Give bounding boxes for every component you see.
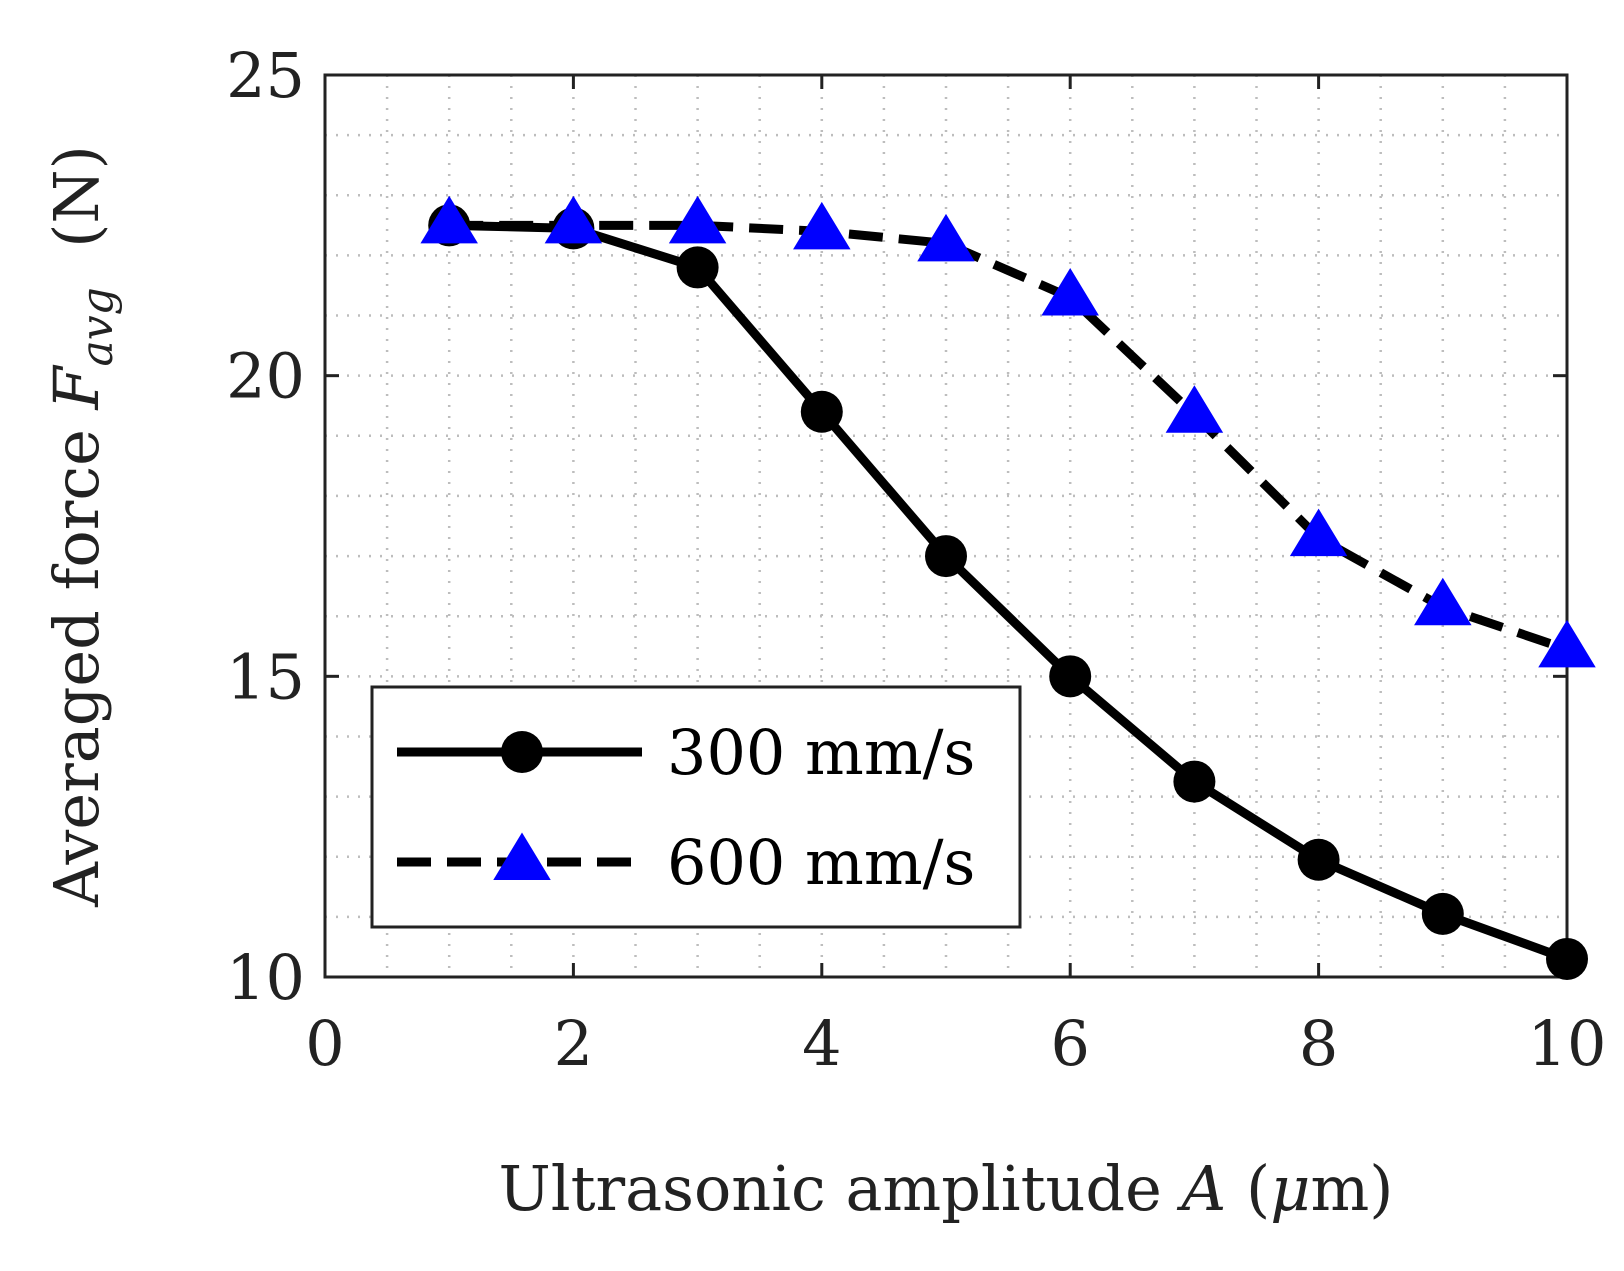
series [420, 195, 1596, 980]
marker-triangle [420, 195, 478, 244]
marker-circle [1297, 838, 1340, 881]
x-axis-label-unit-rest: m) [1310, 1152, 1393, 1225]
marker-triangle [1538, 619, 1596, 668]
x-tick-label: 2 [554, 1007, 593, 1080]
x-tick-label: 10 [1528, 1007, 1607, 1080]
marker-circle [800, 390, 843, 433]
marker-triangle [1414, 577, 1472, 626]
x-tick-label: 0 [305, 1007, 344, 1080]
x-axis-label-symbol: A [1177, 1152, 1227, 1225]
marker-triangle [668, 195, 727, 244]
legend-box [370, 685, 1022, 929]
x-axis-label: Ultrasonic amplitude A (μm) [499, 1152, 1394, 1225]
legend: 300 mm/s 600 mm/s [370, 685, 1022, 929]
y-tick-label: 25 [226, 39, 305, 112]
y-axis-label-subscript: avg [72, 287, 123, 366]
x-axis-label-prefix: Ultrasonic amplitude [499, 1152, 1182, 1225]
marker-circle [1546, 937, 1588, 980]
x-tick-label: 6 [1050, 1007, 1089, 1080]
y-axis-label-unit: (N) [40, 145, 113, 287]
y-tick-label: 20 [226, 340, 305, 413]
y-axis-label: Averaged force Favg (N) [40, 145, 123, 908]
series-600-mm-s [420, 195, 1596, 668]
marker-circle [1049, 655, 1092, 698]
legend-label: 300 mm/s [667, 716, 975, 789]
marker-circle [925, 535, 967, 578]
x-axis-label-unit-open: ( [1226, 1152, 1270, 1225]
y-axis-label-symbol: F [40, 364, 113, 410]
y-tick-label: 15 [226, 640, 305, 713]
marker-circle [1421, 892, 1464, 935]
marker-triangle [1041, 268, 1099, 316]
legend-item: 600 mm/s [397, 826, 975, 899]
marker-circle [676, 246, 719, 289]
legend-item: 300 mm/s [397, 716, 975, 789]
series-line [449, 220, 1569, 964]
plot-frame [323, 73, 1569, 979]
series-line [449, 220, 1569, 654]
x-tick-label: 8 [1299, 1007, 1338, 1080]
marker-triangle [1165, 385, 1224, 433]
marker-circle [501, 731, 543, 773]
x-axis-label-unit-symbol: μ [1270, 1152, 1310, 1225]
grid [325, 75, 1567, 977]
marker-triangle [793, 201, 851, 250]
axis-ticks: 0 2 4 6 8 10 10 15 20 25 [226, 39, 1606, 1080]
legend-label: 600 mm/s [667, 826, 975, 899]
marker-triangle [544, 195, 603, 244]
x-tick-label: 4 [802, 1007, 841, 1080]
marker-triangle [917, 213, 975, 262]
marker-circle [1173, 760, 1216, 803]
y-axis-label-prefix: Averaged force [40, 409, 113, 907]
y-tick-label: 10 [226, 941, 305, 1014]
marker-triangle [493, 832, 551, 881]
marker-triangle [1289, 508, 1348, 557]
